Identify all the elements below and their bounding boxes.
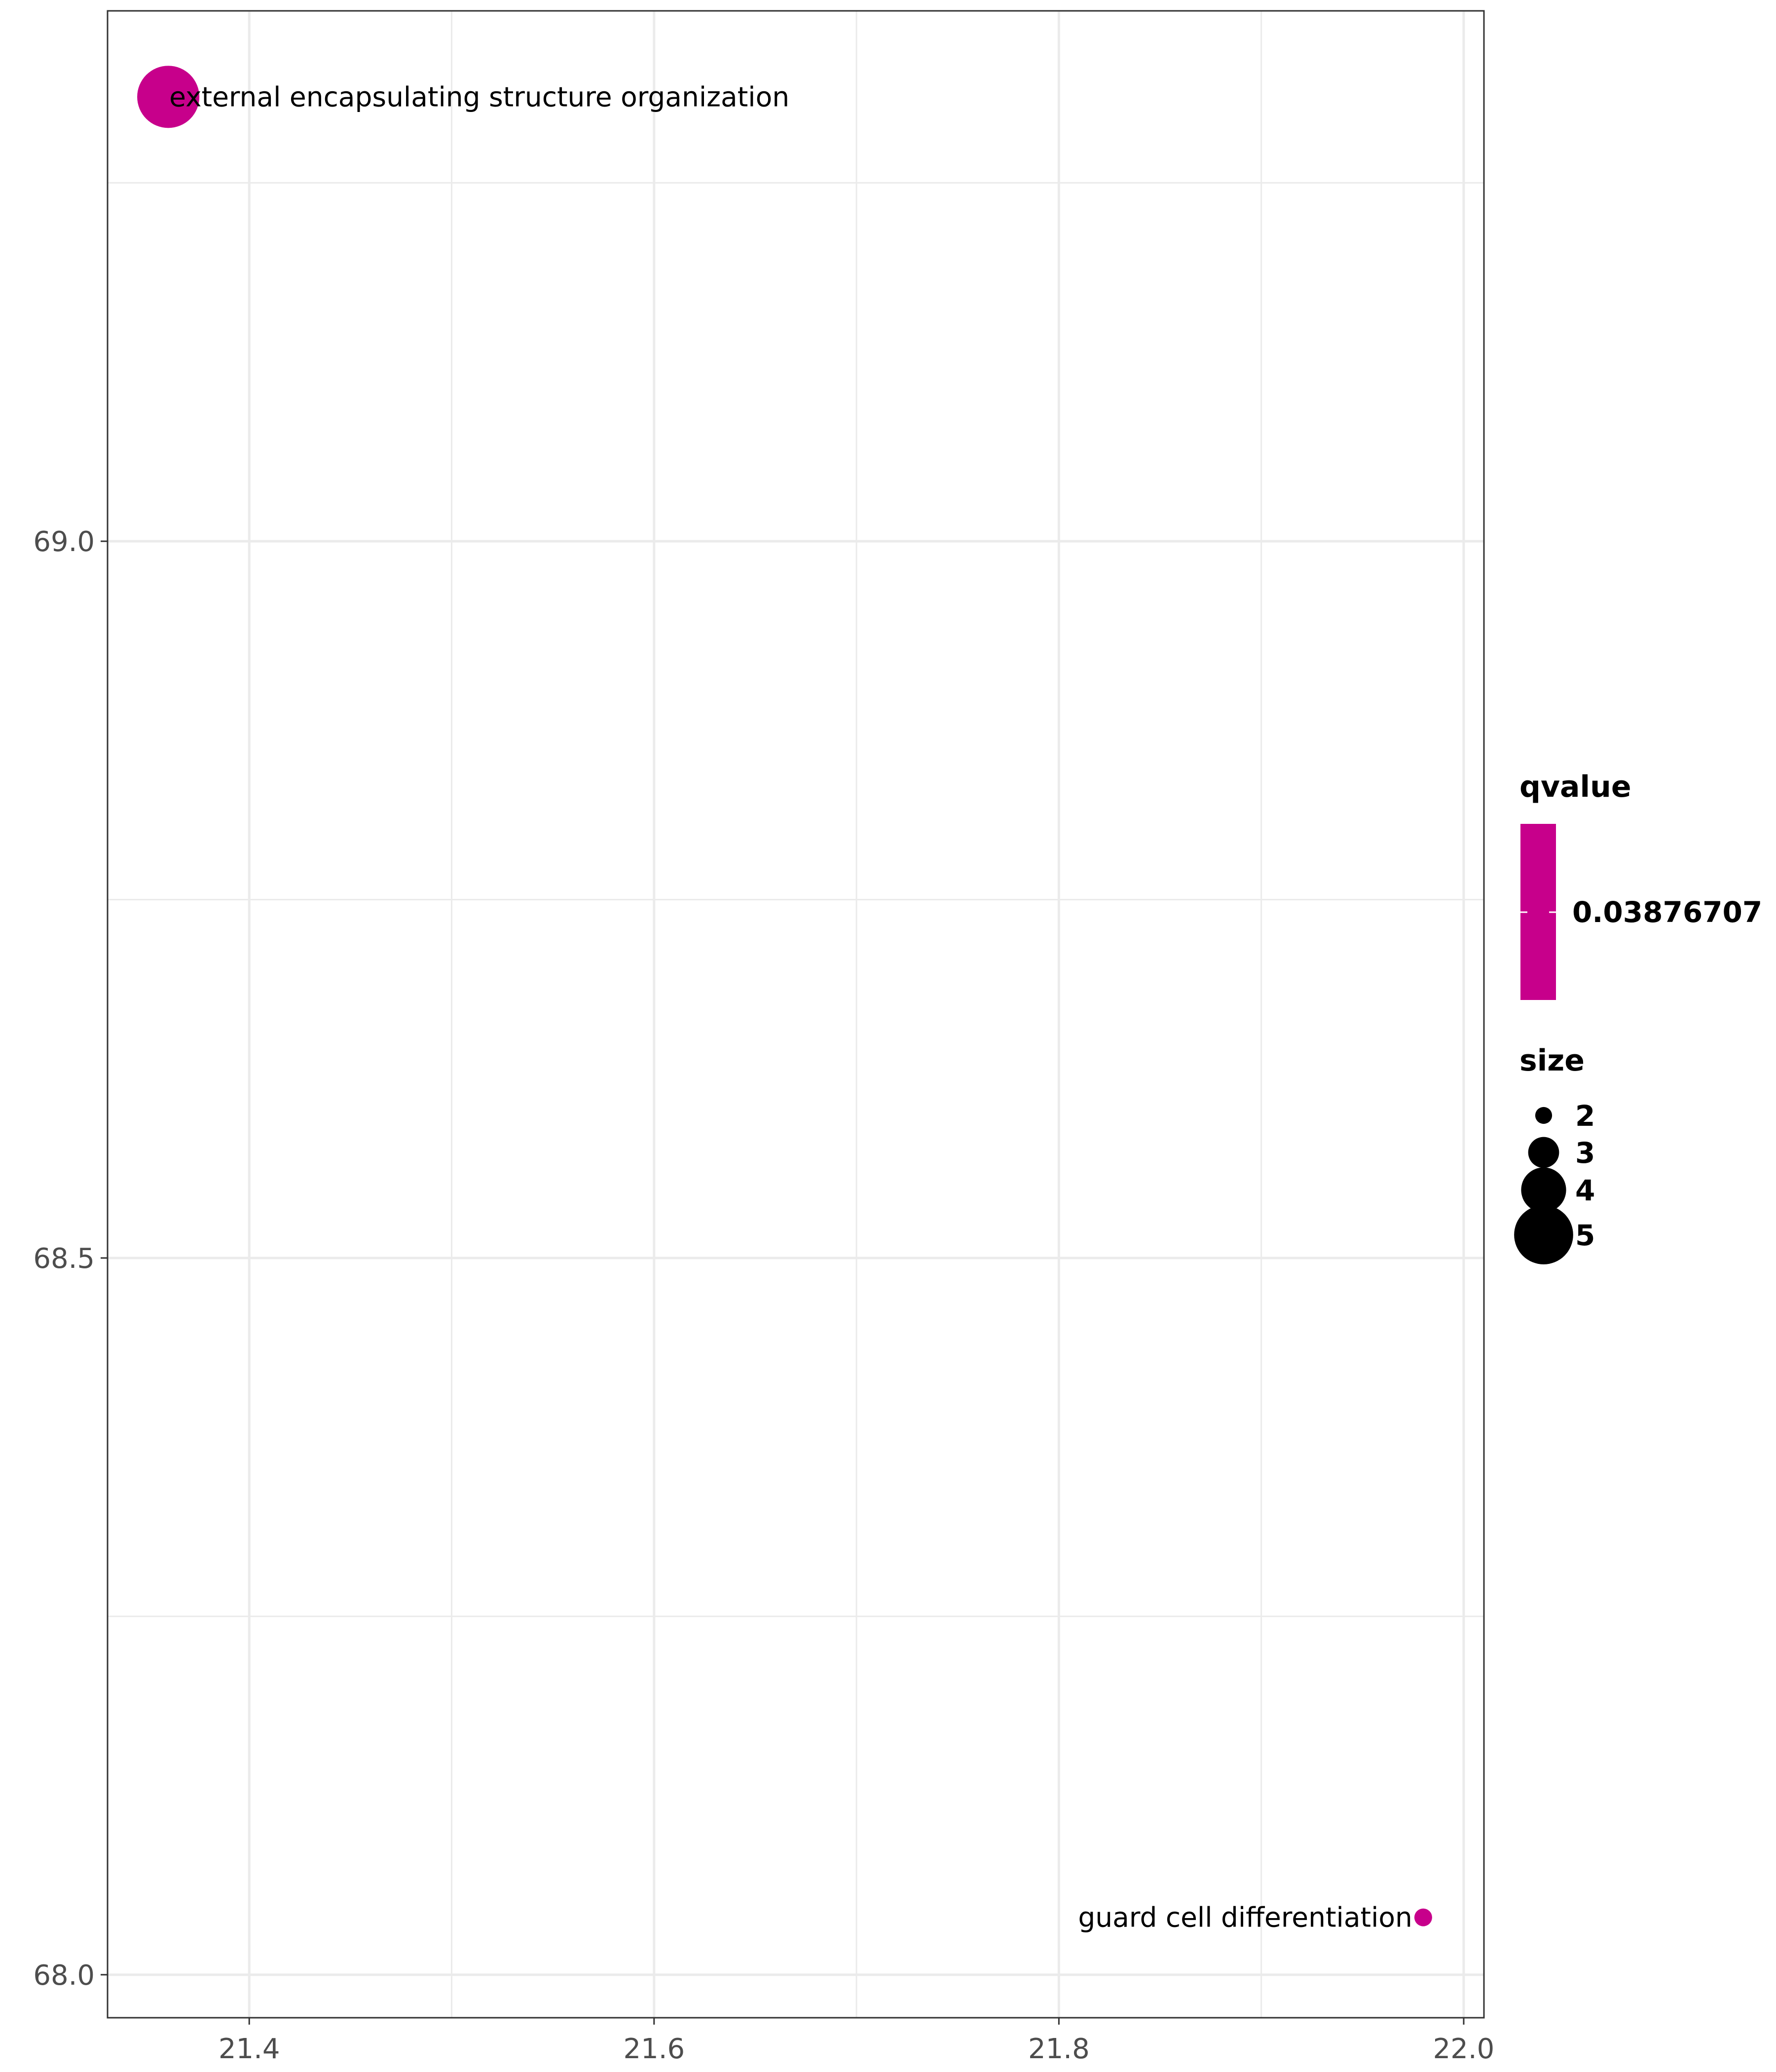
qvalue-legend-label: 0.03876707 [1572,895,1762,929]
x-tick-label: 21.8 [1028,2033,1090,2065]
x-tick-label: 22.0 [1433,2033,1495,2065]
axes: 21.4 21.6 21.8 22.0 68.0 68.5 69.0 [33,526,1494,2065]
size-legend-label: 4 [1575,1174,1595,1207]
plot-panel-border [107,10,1485,2019]
size-legend-label: 2 [1575,1099,1595,1133]
data-point [137,66,200,128]
size-legend: size 23 4 5 [1514,1043,1595,1264]
size-legend-title: size [1519,1043,1585,1078]
size-legend-label: 3 [1575,1136,1595,1170]
qvalue-legend-title: qvalue [1519,770,1631,804]
size-legend-key [1514,1205,1573,1264]
data-point [1414,1908,1432,1926]
y-tick-label: 68.0 [33,1960,95,1992]
size-legend-key [1521,1167,1566,1213]
y-tick-label: 69.0 [33,526,95,558]
qvalue-legend: qvalue 0.03876707 [1519,770,1762,1000]
grid-lines [108,11,1484,2018]
point-label: guard cell differentiation [1078,1902,1412,1933]
size-legend-key [1535,1107,1553,1124]
y-tick-label: 68.5 [33,1243,95,1275]
size-legend-label: 5 [1575,1219,1595,1252]
data-points: external encapsulating structure organiz… [137,66,1432,1933]
x-tick-label: 21.6 [623,2033,685,2065]
x-tick-label: 21.4 [219,2033,280,2065]
point-label: external encapsulating structure organiz… [169,81,789,112]
size-legend-key [1528,1137,1559,1168]
